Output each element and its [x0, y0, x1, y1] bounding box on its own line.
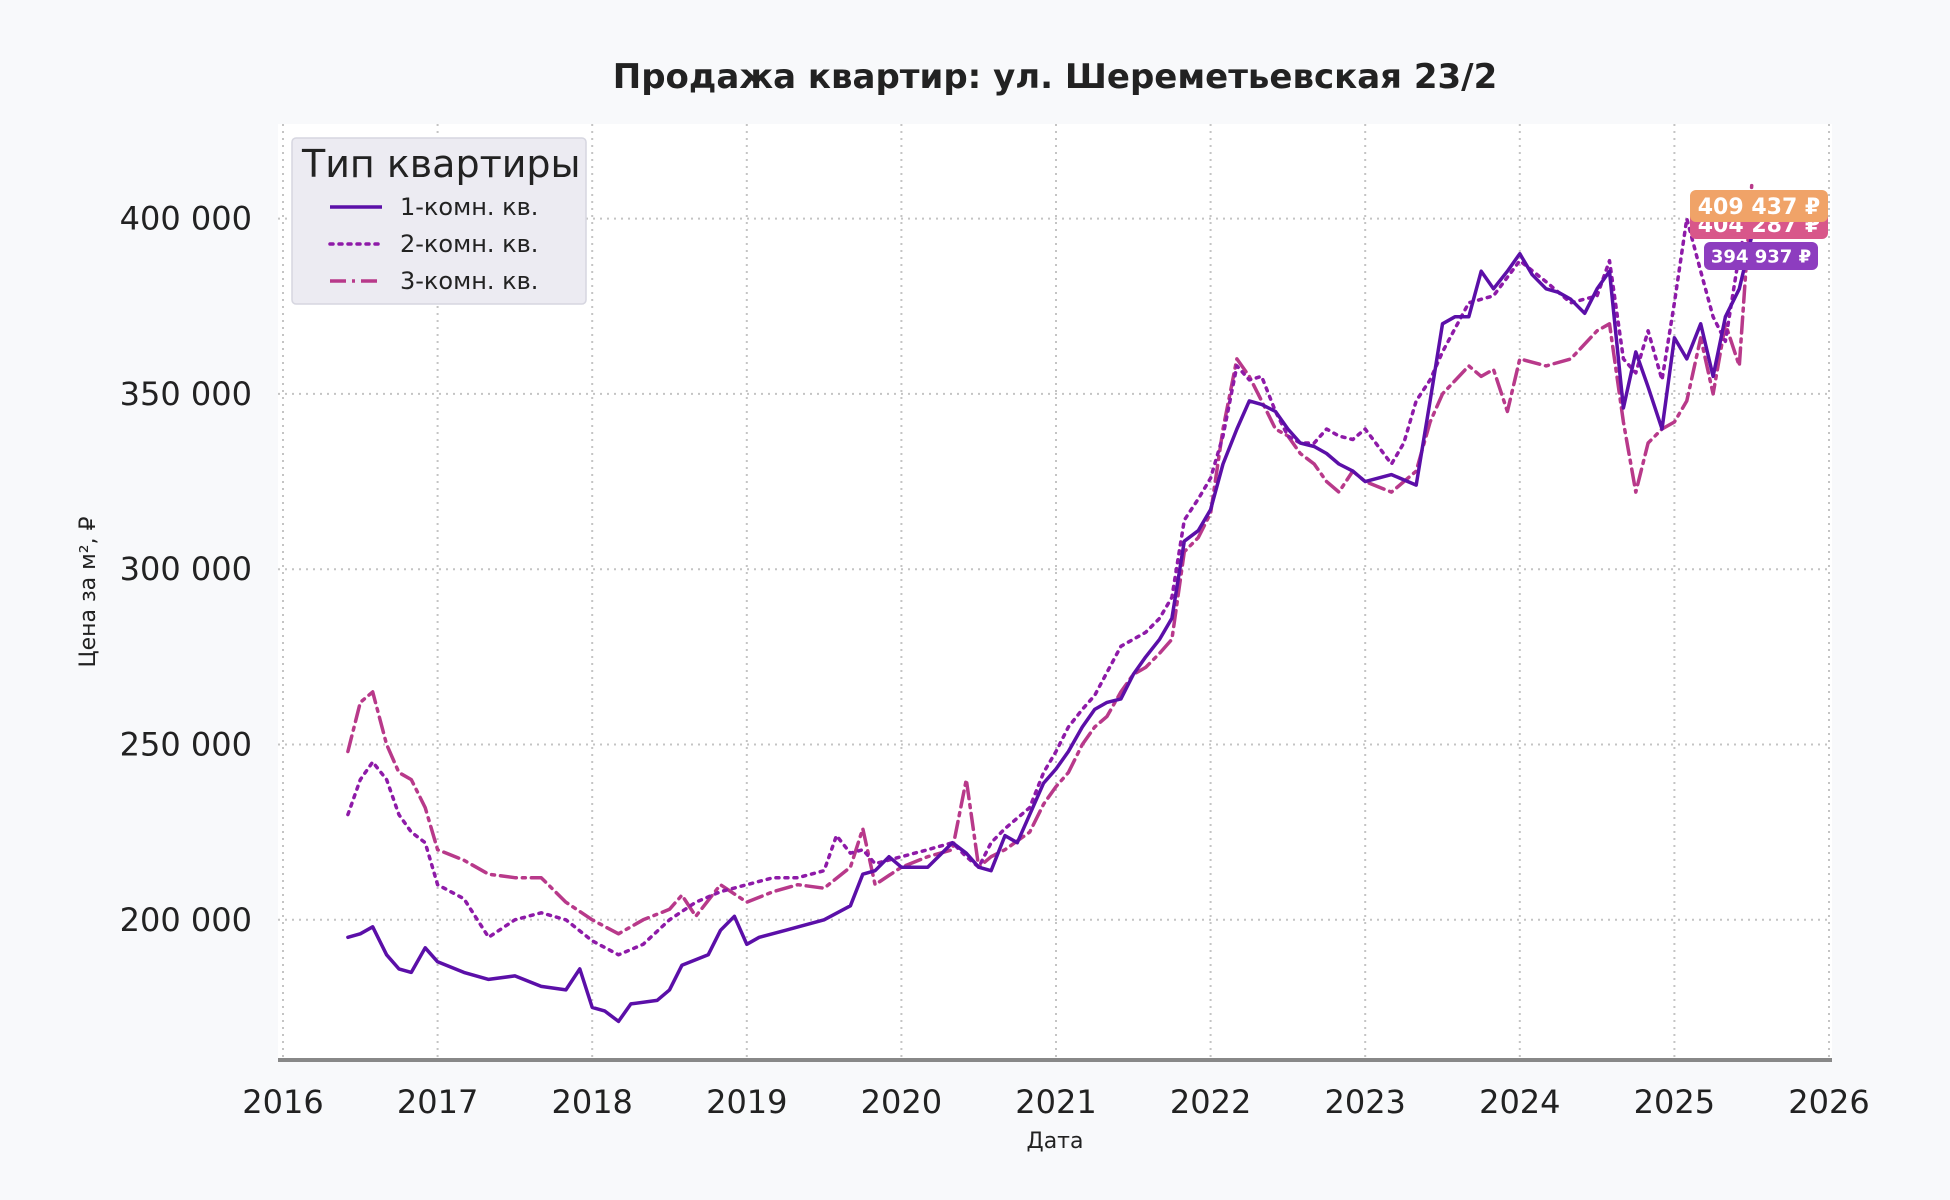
legend-label-2komn: 2-комн. кв.: [400, 230, 538, 258]
y-axis-title: Цена за м², ₽: [76, 516, 101, 667]
y-tick-label: 350 000: [120, 375, 252, 413]
badge-background: [1704, 242, 1818, 270]
x-tick-label: 2018: [551, 1083, 632, 1121]
badge-value: 409 437 ₽: [1698, 195, 1820, 220]
x-tick-label: 2019: [706, 1083, 787, 1121]
legend: Тип квартиры 1-комн. кв. 2-комн. кв. 3-к…: [291, 137, 587, 305]
x-tick-label: 2023: [1324, 1083, 1405, 1121]
y-tick-label: 200 000: [120, 901, 252, 939]
legend-label-1komn: 1-комн. кв.: [400, 193, 538, 221]
x-tick-label: 2020: [861, 1083, 942, 1121]
series-line-3komn: [346, 183, 1754, 936]
grid: [278, 124, 1832, 1060]
badge-background: [1690, 190, 1828, 222]
x-axis-title: Дата: [1027, 1129, 1084, 1154]
y-tick-label: 250 000: [120, 725, 252, 763]
x-tick-label: 2021: [1015, 1083, 1096, 1121]
end-value-badge: 394 937 ₽: [1704, 242, 1818, 270]
x-tick-label: 2025: [1634, 1083, 1715, 1121]
x-tick-label: 2022: [1170, 1083, 1251, 1121]
legend-label-3komn: 3-комн. кв.: [400, 267, 538, 295]
y-tick-labels: 200 000 250 000 300 000 350 000 400 000: [120, 200, 252, 939]
x-tick-label: 2024: [1479, 1083, 1560, 1121]
end-value-badge: 409 437 ₽: [1690, 190, 1828, 222]
x-tick-label: 2016: [242, 1083, 323, 1121]
series-line-1komn: [346, 234, 1754, 1024]
x-tick-labels: 2016 2017 2018 2019 2020 2021 2022 2023 2024 2025…: [242, 1083, 1869, 1121]
legend-box: [291, 137, 587, 305]
badge-value: 394 937 ₽: [1711, 246, 1811, 267]
legend-title: Тип квартиры: [301, 142, 581, 186]
x-tick-label: 2026: [1788, 1083, 1869, 1121]
chart-title: Продажа квартир: ул. Шереметьевская 23/2: [613, 57, 1497, 97]
x-tick-label: 2017: [397, 1083, 478, 1121]
series-lines: [346, 183, 1754, 1024]
y-tick-label: 400 000: [120, 200, 252, 238]
y-tick-label: 300 000: [120, 550, 252, 588]
end-value-labels: 404 287 ₽409 437 ₽394 937 ₽: [1690, 190, 1828, 270]
